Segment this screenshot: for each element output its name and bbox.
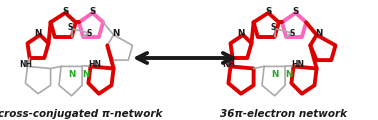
Text: S: S [90, 7, 96, 16]
Text: N: N [271, 70, 278, 79]
Text: NH: NH [19, 60, 32, 69]
Text: S: S [271, 23, 276, 32]
Text: N: N [285, 70, 292, 79]
Text: N: N [237, 29, 245, 38]
Text: S: S [293, 7, 299, 16]
Text: cross-conjugated π-network: cross-conjugated π-network [0, 109, 162, 119]
Text: S: S [68, 23, 73, 32]
Text: S: S [62, 7, 68, 16]
Text: HN: HN [291, 60, 304, 69]
Text: N: N [82, 70, 89, 79]
Text: S: S [87, 29, 92, 38]
Text: NH: NH [222, 60, 235, 69]
Text: N: N [34, 29, 42, 38]
Text: N: N [68, 70, 75, 79]
Text: HN: HN [88, 60, 101, 69]
Text: S: S [265, 7, 271, 16]
Text: N: N [112, 29, 119, 38]
Text: S: S [290, 29, 295, 38]
Text: N: N [315, 29, 322, 38]
Text: 36π-electron network: 36π-electron network [220, 109, 347, 119]
